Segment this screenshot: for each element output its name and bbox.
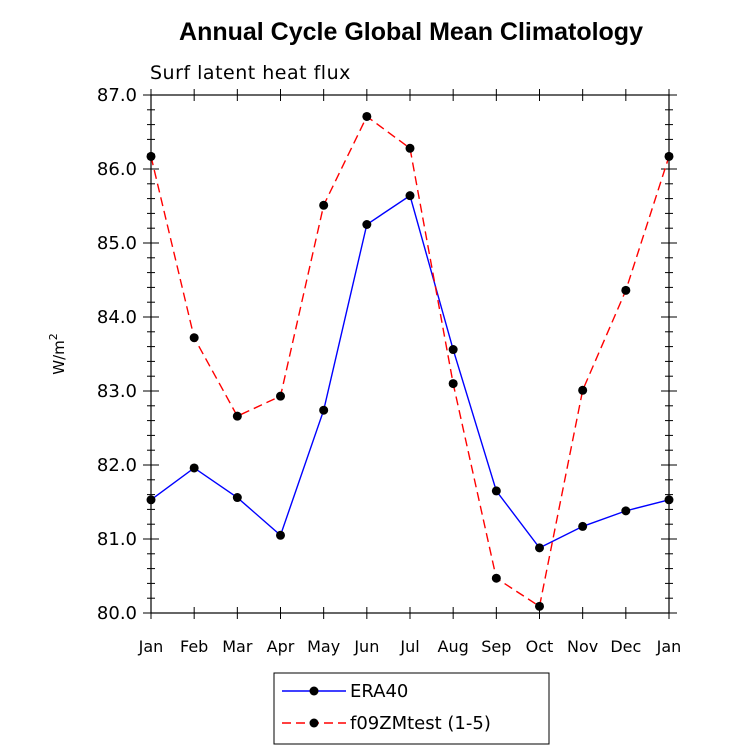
legend-box: [273, 672, 550, 745]
x-tick-label: Jan: [656, 637, 682, 656]
point-s1-3: [276, 391, 285, 401]
x-tick-label: Nov: [567, 637, 598, 656]
y-tick-label: 81.0: [97, 529, 137, 550]
legend-label-f09zmtest: f09ZMtest (1-5): [350, 713, 491, 734]
point-s0-11: [621, 506, 631, 516]
y-tick-labels: 80.0 81.0 82.0 83.0 84.0 85.0 86.0 87.0: [97, 85, 137, 624]
x-tick-label: Jun: [353, 637, 379, 656]
point-s0-1: [189, 463, 199, 473]
point-s0-12: [664, 495, 674, 505]
x-tick-label: Feb: [180, 637, 208, 656]
point-s0-4: [319, 405, 329, 415]
point-s1-12: [664, 151, 674, 161]
x-tick-labels: Jan Feb Mar Apr May Jun Jul Aug Sep Oct Nov Dec Jan: [138, 637, 682, 656]
legend-marker-f09zmtest: [309, 718, 319, 728]
chart-subtitle: Surf latent heat flux: [150, 62, 351, 84]
x-tick-label: Apr: [267, 637, 295, 656]
point-s1-0: [146, 151, 156, 161]
point-s0-10: [578, 521, 588, 531]
x-tick-label: Dec: [610, 637, 641, 656]
x-tick-label: Mar: [222, 637, 253, 656]
point-s1-2: [232, 411, 242, 421]
point-s0-9: [535, 543, 544, 553]
x-tick-label: Aug: [438, 637, 469, 656]
y-tick-label: 85.0: [97, 233, 137, 254]
y-tick-label: 80.0: [97, 603, 137, 624]
legend: ERA40 f09ZMtest (1-5): [273, 672, 550, 745]
y-tick-label: 83.0: [97, 381, 137, 402]
legend-label-era40: ERA40: [350, 681, 408, 702]
point-s1-7: [448, 379, 458, 389]
legend-marker-era40: [309, 686, 319, 696]
point-s0-2: [232, 493, 242, 503]
series-line-1: [150, 115, 670, 608]
point-s1-8: [491, 573, 501, 583]
y-tick-label: 87.0: [97, 85, 137, 106]
x-tick-label: Jul: [399, 637, 419, 656]
x-tick-label: May: [307, 637, 340, 656]
tick-marks: [143, 89, 677, 619]
x-tick-label: Oct: [526, 637, 554, 656]
point-s1-11: [621, 285, 631, 295]
point-s1-6: [405, 143, 415, 153]
point-s0-3: [276, 530, 285, 540]
y-axis-label-sup: 2: [47, 333, 60, 340]
point-s1-4: [319, 200, 329, 210]
y-axis-label-unit: W/m: [50, 340, 68, 375]
point-s1-10: [578, 385, 588, 395]
chart-title: Annual Cycle Global Mean Climatology: [179, 18, 643, 46]
x-tick-label: Sep: [481, 637, 511, 656]
y-tick-label: 84.0: [97, 307, 137, 328]
point-s0-8: [491, 486, 501, 496]
point-s0-0: [146, 495, 156, 505]
point-s1-5: [362, 111, 372, 121]
y-axis-label: W/m2: [47, 333, 68, 375]
point-s1-9: [535, 601, 544, 611]
x-tick-label: Jan: [138, 637, 164, 656]
point-s0-5: [362, 220, 372, 229]
point-s1-1: [189, 333, 199, 343]
point-s0-6: [405, 191, 415, 201]
series-layer: [146, 111, 674, 611]
y-tick-label: 82.0: [97, 455, 137, 476]
plot-frame: [150, 94, 670, 614]
point-s0-7: [448, 345, 458, 355]
y-tick-label: 86.0: [97, 159, 137, 180]
